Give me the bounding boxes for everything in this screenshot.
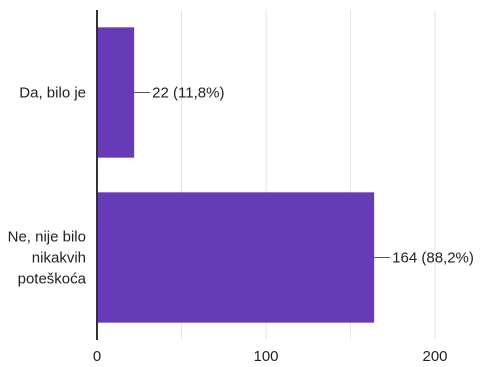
label-leaders xyxy=(134,92,391,258)
category-label-line: poteškoća xyxy=(18,271,87,288)
x-tick-labels: 0 100 200 xyxy=(93,348,448,365)
data-label: 164 (88,2%) xyxy=(392,250,474,267)
bars xyxy=(97,27,375,323)
x-tick-label: 100 xyxy=(253,348,278,365)
category-label-line: Ne, nije bilo xyxy=(8,229,86,246)
category-label: Da, bilo je xyxy=(19,85,86,102)
category-label-line: nikakvih xyxy=(32,250,86,267)
category-label: Ne, nije bilo nikakvih poteškoća xyxy=(8,229,87,288)
data-labels: 22 (11,8%) 164 (88,2%) xyxy=(152,85,474,267)
data-label: 22 (11,8%) xyxy=(152,85,224,102)
bar xyxy=(97,27,135,158)
x-tick-label: 200 xyxy=(422,348,447,365)
category-labels: Da, bilo je Ne, nije bilo nikakvih poteškoć… xyxy=(8,85,87,288)
category-label-line: Da, bilo je xyxy=(19,85,86,102)
x-tick-label: 0 xyxy=(93,348,101,365)
bar xyxy=(97,192,375,323)
